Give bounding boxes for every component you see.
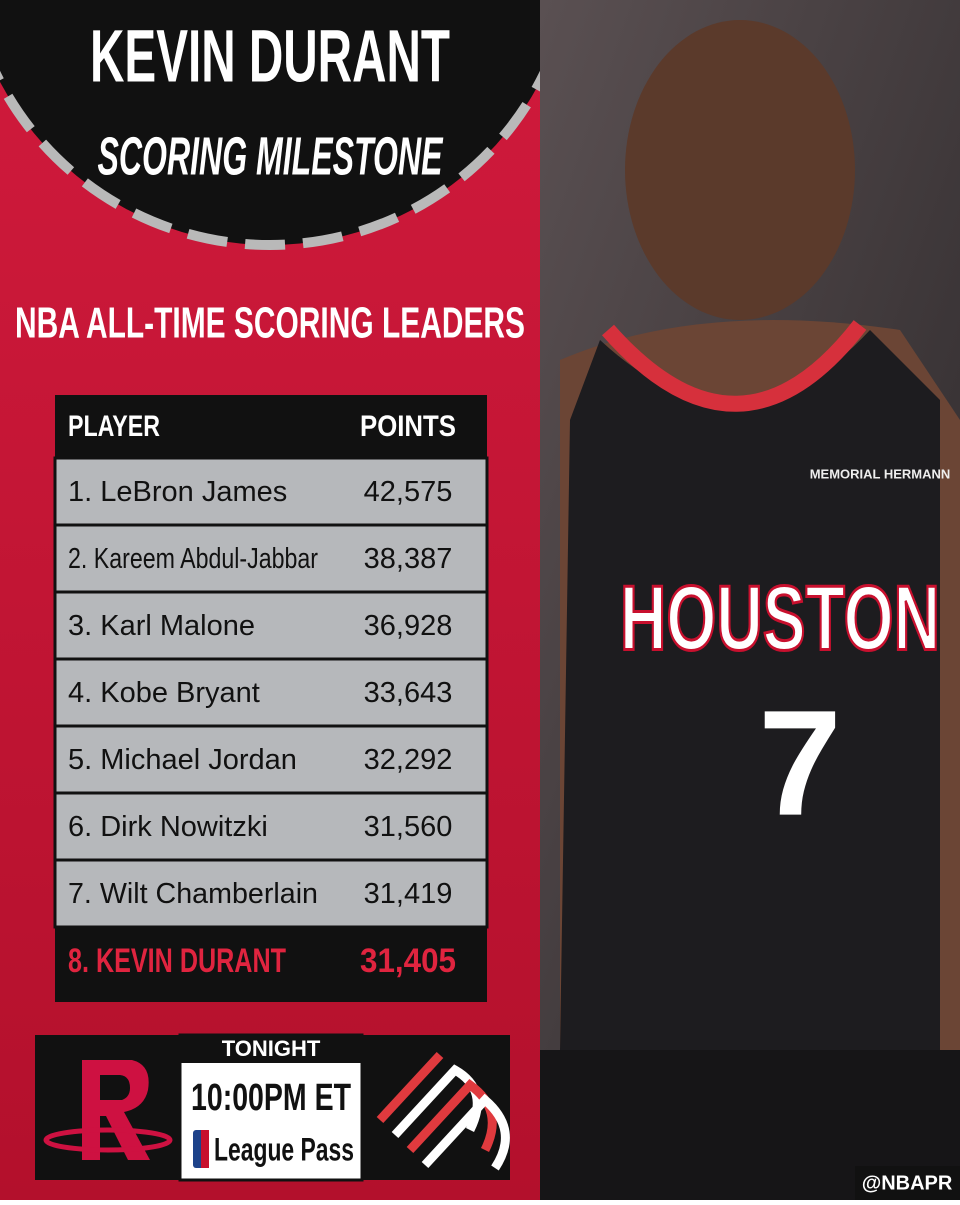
jersey-text: HOUSTON <box>620 567 940 669</box>
nba-logo-red <box>201 1130 209 1168</box>
broadcast: League Pass <box>214 1131 354 1167</box>
column-header: PLAYER <box>68 410 160 443</box>
game-time: 10:00PM ET <box>191 1077 351 1119</box>
credit: @NBAPR <box>862 1172 953 1194</box>
player-name: 6. Dirk Nowitzki <box>68 811 268 843</box>
player-points: 31,560 <box>364 811 453 843</box>
section-title: NBA ALL-TIME SCORING LEADERS <box>15 299 525 348</box>
jersey-sponsor: MEMORIAL HERMANN <box>810 466 951 481</box>
jersey-number: 7 <box>758 679 841 847</box>
highlight-row <box>55 927 487 1002</box>
column-header: POINTS <box>360 410 456 443</box>
player-head <box>625 20 855 320</box>
title: KEVIN DURANT <box>90 15 450 98</box>
player-name: 1. LeBron James <box>68 476 287 508</box>
blazers-logo <box>376 1051 510 1171</box>
player-name: 7. Wilt Chamberlain <box>68 878 318 910</box>
player-name: 4. Kobe Bryant <box>68 677 260 709</box>
player-points: 42,575 <box>364 476 453 508</box>
table-row <box>53 456 489 527</box>
header-circle <box>0 0 540 250</box>
jersey <box>560 330 940 1050</box>
player-points: 38,387 <box>364 543 453 575</box>
table-header <box>55 395 487 458</box>
table: PLAYER POINTS 1. LeBron James 42,575 2. Ka… <box>53 395 489 1002</box>
player-points: 32,292 <box>364 744 453 776</box>
player-name: 5. Michael Jordan <box>68 744 297 776</box>
table-row <box>53 724 489 795</box>
player-points: 33,643 <box>364 677 453 709</box>
highlight-points: 31,405 <box>360 942 456 980</box>
game-label-band <box>180 1035 362 1063</box>
table-row <box>53 791 489 862</box>
player-name: 3. Karl Malone <box>68 610 255 642</box>
table-row <box>53 590 489 661</box>
player-name: 2. Kareem Abdul-Jabbar <box>68 543 318 575</box>
jersey-collar <box>601 320 867 412</box>
credit-box <box>855 1166 960 1200</box>
player-points: 36,928 <box>364 610 453 642</box>
game-label: TONIGHT <box>222 1036 321 1061</box>
rockets-logo-ring <box>43 1127 173 1153</box>
rockets-logo <box>82 1060 150 1160</box>
subtitle: SCORING MILESTONE <box>98 126 444 186</box>
player-points: 31,419 <box>364 878 453 910</box>
table-row <box>53 523 489 594</box>
table-row <box>53 657 489 728</box>
highlight-name: 8. KEVIN DURANT <box>68 942 286 980</box>
